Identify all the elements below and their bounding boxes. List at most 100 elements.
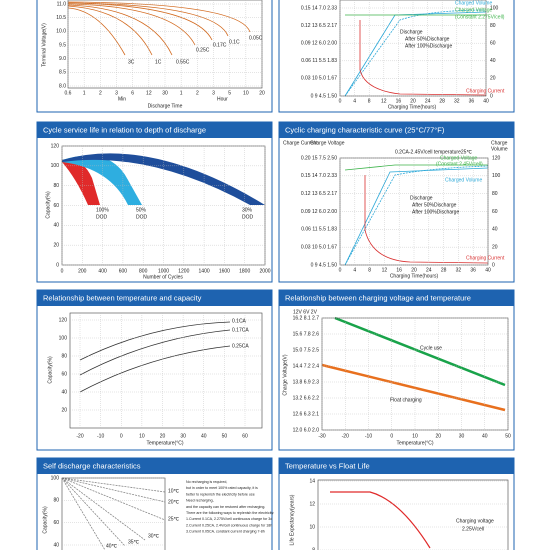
y-tick-label: 60 [53,203,59,209]
annotation: 0.1C [229,39,240,45]
x-tick-label: 60 [242,433,248,439]
y2-tick-label: 0 [492,262,495,268]
y-tick-label: 13.8 6.9 2.3 [293,379,320,385]
panel: 11.010.510.09.59.08.58.00.6 1 2 3 6 12 30 1 2 3 5 1… [36,0,273,113]
x-tick-label: -20 [76,433,83,439]
y-tick-label: 8.5 [59,70,66,76]
x-tick-label: 4 [353,98,356,104]
x-tick-label: 8 [368,267,371,273]
annotation: Discharge [400,29,423,35]
x-tick-label: 36 [469,98,475,104]
annotation: 1C [155,59,162,65]
annotation: Charging voltage [456,518,494,524]
annotation: Charge Voltage [310,140,345,146]
annotation: 35℃ [128,539,140,545]
panel-title: Temperature vs Float Life [285,461,370,470]
panel-border [36,0,273,113]
y-tick-label: 40 [53,542,59,548]
annotation: Hour [217,96,228,102]
x-tick-label: 30 [162,90,168,96]
annotation: 20℃ [168,499,180,505]
x-tick-label: 3 [212,90,215,96]
panel-title-bar [279,458,514,474]
plot-area [317,479,509,550]
x-tick-label: 12 [382,267,388,273]
annotation: Charging Current [466,255,505,261]
panel: Cyclic charging characteristic curve (25… [278,121,515,283]
x-tick-label: 10 [412,433,418,439]
y2-tick-label: 60 [492,209,498,215]
x-tick-label: 1600 [219,268,230,274]
annotation: 3C [128,59,135,65]
y-tick-label: 12.6 6.3 2.1 [293,411,320,417]
y2-tick-label: 100 [492,173,501,179]
x-tick-label: 1800 [239,268,250,274]
panel-title-bar [279,122,514,138]
annotation: 0.05C [249,35,263,41]
y2-tick-label: 40 [492,227,498,233]
y-axis-label: Capacity(%) [42,506,48,534]
x-axis-label: Discharge Time [148,103,183,109]
x-tick-label: 20 [411,267,417,273]
x-tick-label: 1400 [199,268,210,274]
x-tick-label: 0 [339,98,342,104]
y-tick-label: 100 [51,475,60,481]
annotation: 25℃ [168,516,180,522]
y-tick-label: 0.06 11 5.5 1.83 [301,58,337,64]
x-tick-label: 6 [131,90,134,96]
annotation: After 100%Discharge [405,43,452,49]
x-axis-label: Number of Cycles [143,274,183,280]
y2-tick-label: 80 [490,23,496,29]
x-tick-label: 20 [160,433,166,439]
annotation: Charged Volume [455,0,492,6]
y-tick-label: 0.15 14 7.0 2.33 [301,5,337,11]
y-axis-label: Terminal Voltage(V) [41,23,47,67]
y-tick-label: 8.0 [59,83,66,89]
x-tick-label: 3 [115,90,118,96]
x-tick-label: 0.6 [65,90,72,96]
x-tick-label: 0 [120,433,123,439]
annotation: 0.25CA [232,343,249,349]
x-tick-label: 0 [339,267,342,273]
x-tick-label: -10 [365,433,372,439]
x-tick-label: 5 [228,90,231,96]
x-tick-label: 20 [410,98,416,104]
annotation: 10℃ [168,488,180,494]
annotation: DOD [242,214,254,220]
x-tick-label: 600 [119,268,128,274]
x-tick-label: 28 [439,98,445,104]
x-tick-label: 32 [456,267,462,273]
x-tick-label: 36 [470,267,476,273]
y-tick-label: 16.2 8.1 2.7 [293,315,320,321]
panel-border [278,0,515,113]
note-text: but in order to meet 100% rated capacity… [186,486,258,490]
x-tick-label: 40 [482,433,488,439]
annotation: 30% [242,207,253,213]
x-tick-label: 30 [180,433,186,439]
panel-title: Relationship between temperature and cap… [43,293,202,302]
panel-title-bar [37,458,272,474]
annotation: DOD [96,214,108,220]
panel-title: Self discharge characteristics [43,461,141,470]
y-tick-label: 0.09 12 6.0 2.00 [301,41,337,47]
panel: Relationship between temperature and cap… [36,289,273,451]
panel-border [36,289,273,451]
y-tick-label: 0.03 10 5.0 1.67 [301,76,337,82]
y-tick-label: 0.20 15 7.5 2.50 [301,155,337,161]
y2-tick-label: 80 [492,191,498,197]
y-tick-label: 0.12 13 6.5 2.17 [301,23,337,29]
x-tick-label: 40 [485,267,491,273]
note-text: better to replenish the electricity befo… [186,492,255,496]
y-tick-label: 120 [51,143,60,149]
x-axis-label: Temperature(°C) [396,440,433,446]
note-text: 2.Current 0.25CA, 2.4V/cell continuous c… [186,523,272,527]
annotation: Cycle use [420,345,442,351]
y2-tick-label: 20 [492,244,498,250]
y-tick-label: 20 [53,242,59,248]
x-tick-label: 1 [180,90,183,96]
x-tick-label: 2 [196,90,199,96]
annotation: (Constant 2.45V/cell) [436,161,483,167]
y-tick-label: 11.0 [57,1,67,7]
annotation: 2.25V/cell [462,526,484,532]
